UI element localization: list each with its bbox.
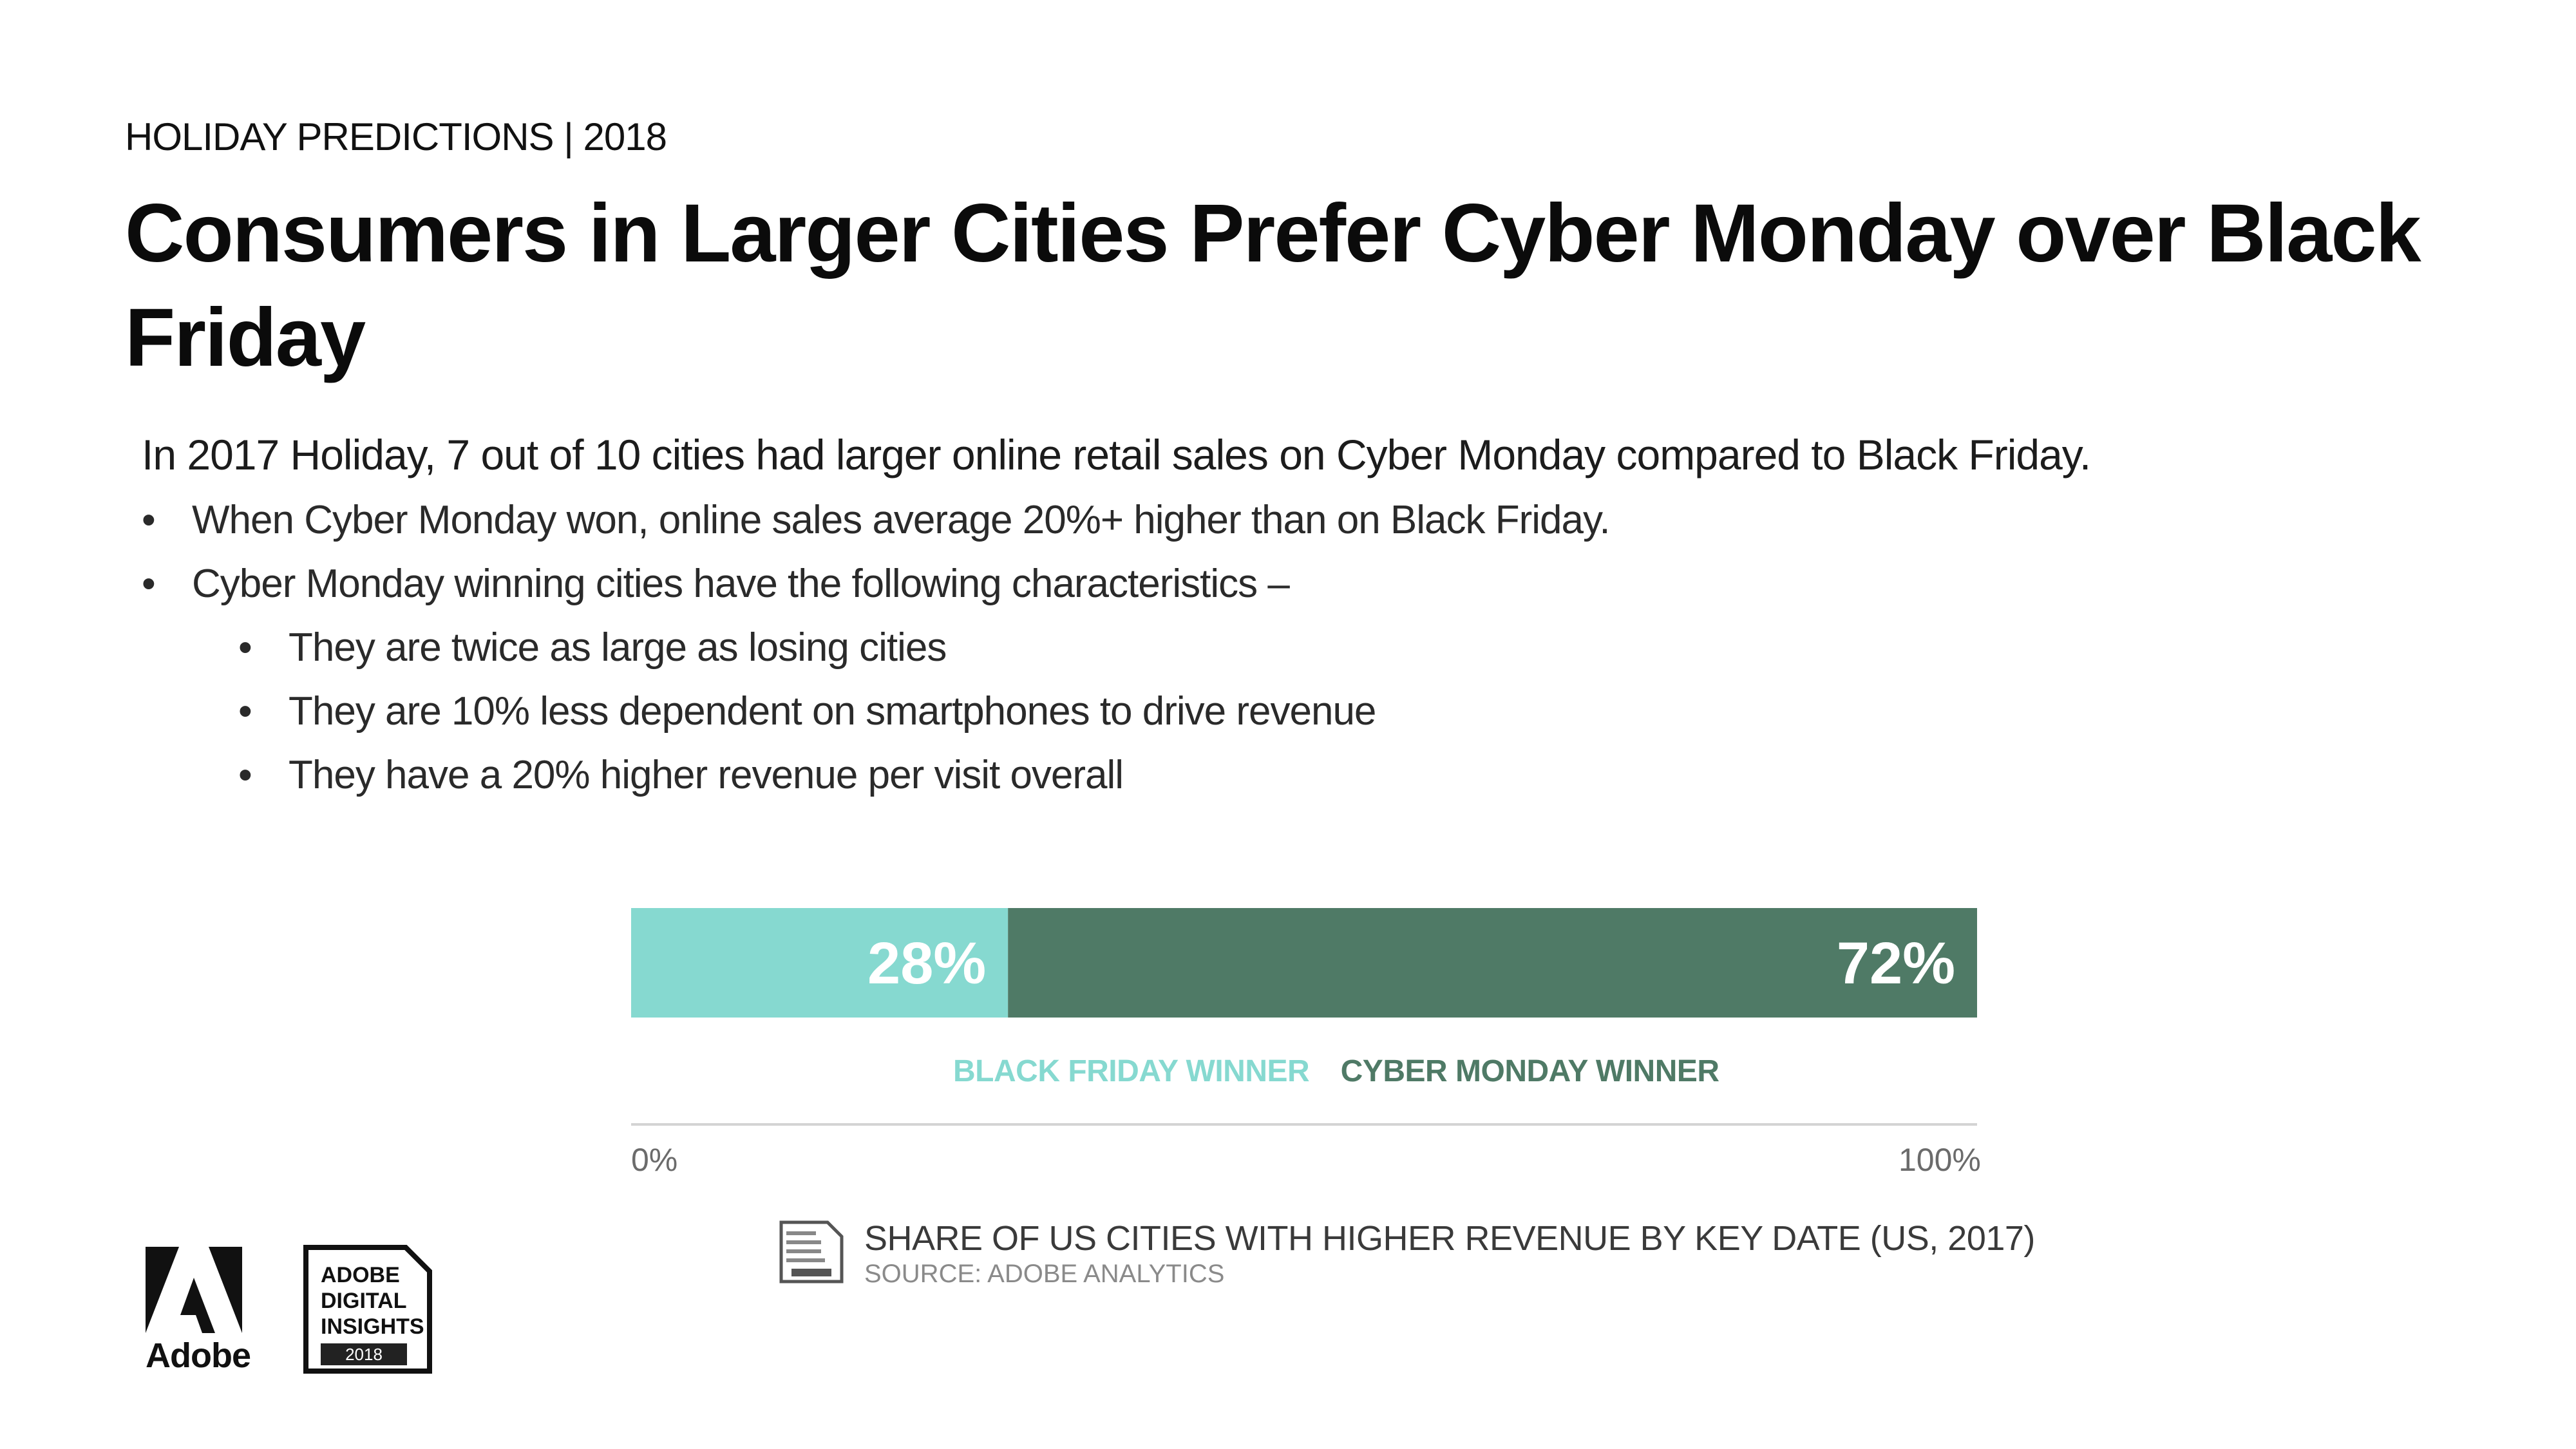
sub-bullet-text: They are twice as large as losing cities (289, 625, 947, 670)
x-tick-label-min: 0% (631, 1142, 678, 1178)
legend-black-friday: BLACK FRIDAY WINNER (953, 1054, 1310, 1088)
bar-segment-0 (631, 908, 1009, 1018)
bullet-dot: • (142, 498, 156, 542)
badge-text: ADOBE DIGITAL INSIGHTS (321, 1262, 424, 1340)
chart-svg: 28% 72% (631, 908, 1977, 1018)
chart-source: SOURCE: ADOBE ANALYTICS (864, 1260, 1225, 1288)
page-title: Consumers in Larger Cities Prefer Cyber … (125, 187, 2421, 384)
adobe-digital-insights-badge: ADOBE DIGITAL INSIGHTS 2018 (303, 1244, 433, 1374)
lead-sentence: In 2017 Holiday, 7 out of 10 cities had … (142, 431, 2091, 478)
chart-caption: SHARE OF US CITIES WITH HIGHER REVENUE B… (864, 1219, 2035, 1258)
badge-year: 2018 (321, 1343, 407, 1365)
adobe-wordmark: Adobe (146, 1336, 251, 1375)
bar-segment-1 (1008, 908, 1977, 1018)
chart-legend: BLACK FRIDAY WINNER CYBER MONDAY WINNER (953, 1054, 1719, 1089)
eyebrow-label: HOLIDAY PREDICTIONS | 2018 (125, 115, 667, 158)
data-label-1: 72% (1837, 931, 1955, 996)
digital-insights-small-icon (779, 1220, 844, 1283)
legend-cyber-monday: CYBER MONDAY WINNER (1340, 1054, 1719, 1088)
badge-line: DIGITAL (321, 1289, 407, 1313)
bullet-dot: • (238, 625, 252, 670)
adobe-logo-icon (146, 1247, 242, 1333)
badge-line: INSIGHTS (321, 1314, 424, 1339)
badge-line: ADOBE (321, 1263, 400, 1287)
bullet-text: Cyber Monday winning cities have the fol… (192, 562, 1290, 606)
bullet-dot: • (238, 753, 252, 797)
stacked-bar-chart: 28% 72% (631, 908, 1977, 1101)
x-axis-line (631, 1123, 1977, 1126)
x-tick-label-max: 100% (1899, 1142, 1981, 1178)
bullet-dot: • (238, 689, 252, 734)
badge-frame-icon (303, 1245, 432, 1374)
bullet-dot: • (142, 562, 156, 606)
data-label-0: 28% (867, 931, 986, 996)
bullet-text: When Cyber Monday won, online sales aver… (192, 498, 1611, 542)
sub-bullet-text: They have a 20% higher revenue per visit… (289, 753, 1124, 797)
sub-bullet-text: They are 10% less dependent on smartphon… (289, 689, 1376, 734)
